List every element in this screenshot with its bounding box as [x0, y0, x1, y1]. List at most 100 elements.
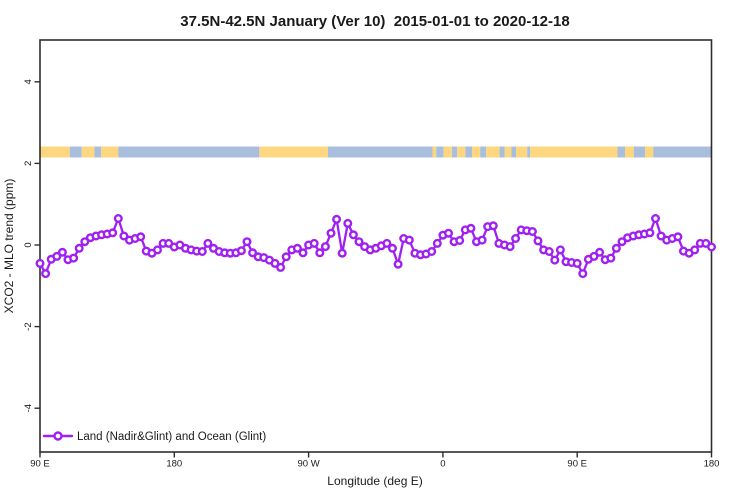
x-tick-label: 0 [440, 459, 445, 470]
data-point-marker [337, 248, 347, 258]
band-segment-land [625, 146, 634, 158]
band-segment-ocean [653, 146, 712, 158]
data-point-marker [578, 269, 588, 279]
data-point-marker [248, 248, 258, 258]
band-segment-ocean [499, 146, 505, 158]
data-point-marker [236, 246, 246, 256]
data-point-marker [455, 235, 465, 245]
band-segment-land [516, 146, 528, 158]
x-tick-label: 180 [704, 459, 720, 470]
band-segment-land [504, 146, 512, 158]
land-ocean-band [40, 146, 712, 158]
data-point-marker [281, 252, 291, 262]
data-point-marker [298, 248, 308, 258]
data-point-marker [488, 221, 498, 231]
x-tick-label: 180 [166, 459, 182, 470]
data-point-marker [136, 232, 146, 242]
data-point-marker [315, 248, 325, 258]
band-segment-ocean [617, 146, 625, 158]
band-segment-land [645, 146, 654, 158]
y-tick-label: 4 [23, 79, 34, 84]
data-point-marker [152, 245, 162, 255]
data-point-marker [427, 246, 437, 256]
band-segment-land [486, 146, 500, 158]
data-series-land-ocean [35, 213, 717, 279]
data-point-marker [354, 237, 364, 247]
data-point-marker [527, 226, 537, 236]
band-segment-land [457, 146, 466, 158]
band-segment-land [432, 146, 437, 158]
data-point-marker [197, 246, 207, 256]
band-segment-land [101, 146, 119, 158]
y-tick-label: 2 [23, 161, 34, 166]
data-point-marker [393, 259, 403, 269]
data-point-marker [52, 251, 62, 261]
legend-marker-icon [53, 431, 63, 441]
x-tick-label: 90 E [567, 459, 587, 470]
data-point-marker [533, 236, 543, 246]
y-tick-label: -4 [23, 404, 34, 412]
band-segment-land [472, 146, 481, 158]
data-point-marker [606, 253, 616, 263]
band-segment-land [259, 146, 328, 158]
y-tick-label: 0 [23, 242, 34, 247]
data-point-marker [35, 258, 45, 268]
data-point-marker [320, 242, 330, 252]
data-point-marker [555, 245, 565, 255]
band-segment-ocean [527, 146, 531, 158]
data-point-marker [544, 246, 554, 256]
band-segment-land [530, 146, 618, 158]
band-segment-ocean [465, 146, 472, 158]
data-point-marker [572, 258, 582, 268]
data-point-marker [69, 253, 79, 263]
data-point-marker [690, 245, 700, 255]
data-point-marker [511, 233, 521, 243]
band-segment-land [40, 146, 70, 158]
data-point-marker [113, 213, 123, 223]
band-segment-ocean [451, 146, 458, 158]
data-point-marker [270, 258, 280, 268]
data-point-marker [242, 237, 252, 247]
data-point-marker [550, 255, 560, 265]
data-point-marker [477, 235, 487, 245]
data-point-marker [505, 242, 515, 252]
y-axis-ticks: 4 2 0 -2 -4 [23, 79, 40, 412]
data-point-marker [388, 243, 398, 253]
data-point-marker [41, 269, 51, 279]
legend: Land (Nadir&Glint) and Ocean (Glint) [42, 431, 266, 443]
band-segment-ocean [94, 146, 102, 158]
data-point-marker [119, 231, 129, 241]
data-point-marker [80, 237, 90, 247]
data-point-marker [651, 213, 661, 223]
x-axis-label: Longitude (deg E) [327, 474, 422, 488]
data-point-marker [292, 243, 302, 253]
data-point-marker [707, 242, 717, 252]
data-point-marker [404, 235, 414, 245]
data-point-marker [203, 238, 213, 248]
data-point-marker [595, 247, 605, 257]
data-point-marker [466, 223, 476, 233]
data-point-marker [432, 238, 442, 248]
data-point-marker [108, 228, 118, 238]
band-segment-land [443, 146, 452, 158]
x-axis-ticks: 90 E 180 90 W 0 90 E 180 [30, 452, 719, 470]
band-segment-ocean [69, 146, 82, 158]
band-segment-ocean [436, 146, 444, 158]
data-point-marker [617, 237, 627, 247]
band-segment-ocean [480, 146, 487, 158]
y-tick-label: -2 [23, 322, 34, 330]
legend-label: Land (Nadir&Glint) and Ocean (Glint) [77, 431, 266, 443]
data-point-marker [382, 238, 392, 248]
data-point-marker [589, 251, 599, 261]
data-point-marker [656, 231, 666, 241]
band-segment-ocean [118, 146, 260, 158]
data-point-marker [673, 232, 683, 242]
band-segment-ocean [511, 146, 516, 158]
data-point-marker [332, 214, 342, 224]
data-point-marker [444, 228, 454, 238]
y-axis-label: XCO2 - MLO trend (ppm) [2, 179, 16, 314]
data-point-marker [348, 230, 358, 240]
chart-title: 37.5N-42.5N January (Ver 10) 2015-01-01 … [180, 13, 569, 30]
